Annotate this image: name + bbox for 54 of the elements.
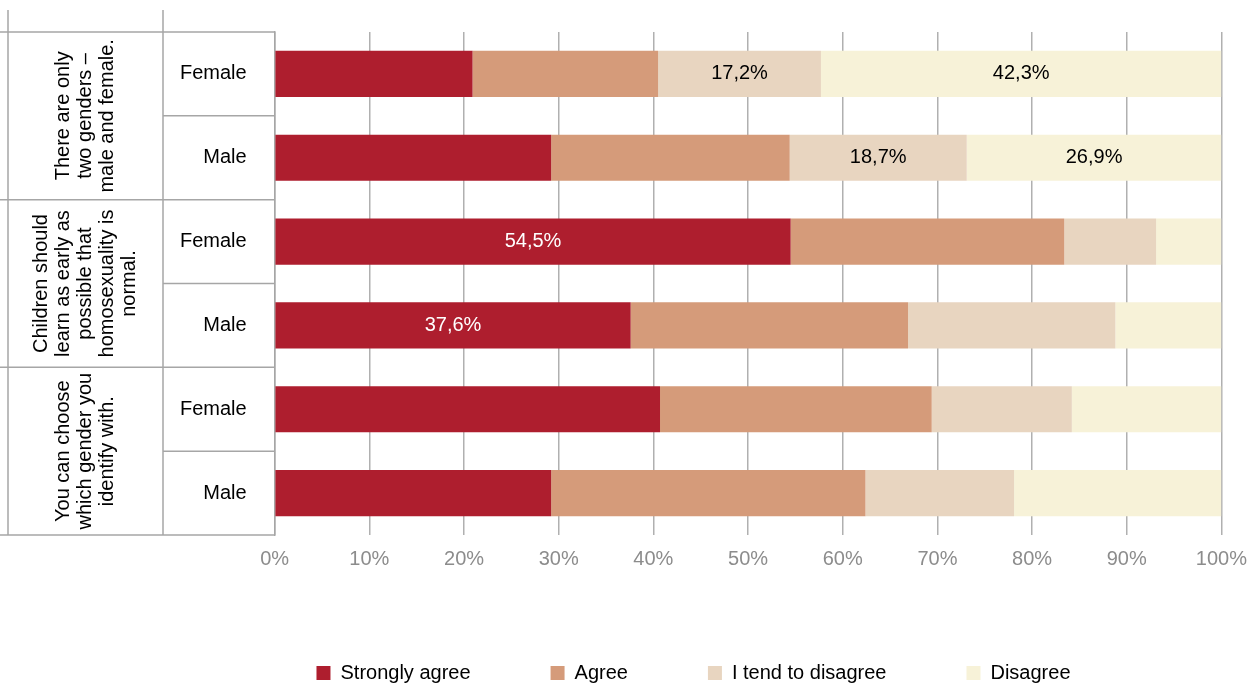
bar [931,386,1072,433]
text: You can choose which gender you identify with. [50,372,117,531]
data-label: 17,2% [711,61,769,84]
bar [275,50,473,97]
bar [1064,218,1157,265]
x-tick-label: 70% [917,546,958,569]
bar [1014,470,1222,517]
bar [820,50,1222,97]
y-tick-label: Male [203,312,247,335]
y-tick-label: Female [179,61,247,84]
bar [1115,302,1222,349]
data-label: 54,5% [504,229,562,252]
x-tick-label: 0% [260,546,290,569]
bar [789,134,967,181]
bar [551,470,866,517]
bar [275,134,552,181]
y-tick-label: Male [203,480,247,503]
x-tick-label: 80% [1012,546,1053,569]
legend-label: Strongly agree [340,660,471,683]
legend-label: I tend to disagree [731,660,887,683]
bar [551,134,790,181]
y-tick-label: Male [203,145,247,168]
bar [966,134,1222,181]
bar [660,386,932,433]
text: There are only two genders – male and female. [50,39,117,193]
x-tick-label: 30% [538,546,579,569]
x-tick-label: 10% [349,546,390,569]
y-tick-label: Female [179,396,247,419]
bar [865,470,1015,517]
bar [908,302,1116,349]
bar [275,470,552,517]
x-tick-label: 90% [1106,546,1147,569]
bar [275,302,631,349]
bar [472,50,659,97]
bar [1071,386,1222,433]
bar [1156,218,1222,265]
data-label: 42,3% [992,61,1050,84]
y-tick-label: Female [179,229,247,252]
text: Children should learn as early as possible that homosexuality is normal. [28,209,139,358]
bar [658,50,821,97]
x-tick-label: 40% [633,546,674,569]
x-tick-label: 50% [728,546,769,569]
bar [275,386,661,433]
x-tick-label: 100% [1195,546,1248,569]
data-label: 26,9% [1065,145,1123,168]
data-label: 18,7% [849,145,907,168]
legend-label: Agree [574,660,628,683]
bar [630,302,909,349]
data-label: 37,6% [424,312,482,335]
bar [275,218,791,265]
x-tick-label: 20% [444,546,485,569]
x-tick-label: 60% [822,546,863,569]
legend-label: Disagree [990,660,1071,683]
bar [790,218,1065,265]
